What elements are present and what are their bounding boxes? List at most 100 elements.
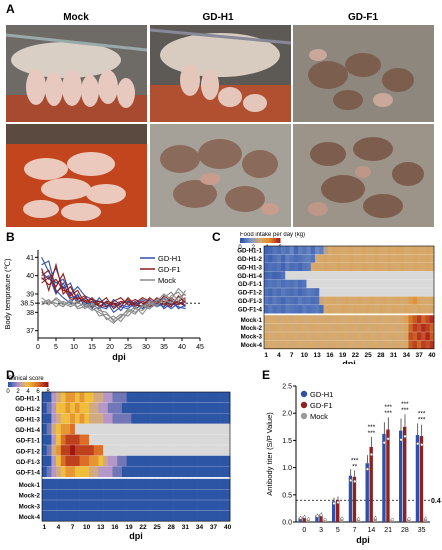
- heatmap-cell: [201, 500, 207, 511]
- colorbar-segment: [40, 382, 42, 387]
- heatmap-cell: [400, 271, 405, 280]
- heatmap-cell: [187, 455, 193, 467]
- heatmap-cell: [310, 271, 316, 280]
- bar-gd-f1: [369, 446, 373, 522]
- heatmap-cell: [70, 392, 76, 403]
- heatmap-cell: [215, 413, 221, 425]
- heatmap-cell: [187, 445, 193, 456]
- column-title-gd-h1: GD-H1: [202, 12, 234, 23]
- heatmap-cell: [298, 246, 303, 255]
- heatmap-cell: [178, 489, 184, 501]
- heatmap-cell: [89, 402, 94, 414]
- heatmap-cell: [136, 413, 141, 425]
- heatmap-cell: [136, 510, 141, 522]
- heatmap-cell: [268, 271, 273, 280]
- colorbar-tick: 0: [6, 389, 10, 395]
- heatmap-cell: [319, 246, 324, 255]
- heatmap-cell: [421, 296, 426, 306]
- heatmap-cell: [215, 392, 221, 403]
- heatmap-cell: [79, 489, 85, 501]
- heatmap-cell: [79, 455, 85, 467]
- heatmap-cell: [173, 413, 179, 425]
- heatmap-cell: [159, 392, 165, 403]
- heatmap-cell: [323, 304, 329, 314]
- heatmap-cell: [107, 500, 113, 511]
- heatmap-cell: [117, 466, 123, 478]
- heatmap-cell: [408, 262, 414, 272]
- heatmap-cell: [197, 423, 203, 435]
- heatmap-cell: [408, 323, 414, 333]
- heatmap-cell: [79, 392, 85, 403]
- series-line-gd-f1: [41, 272, 186, 308]
- heatmap-cell: [391, 340, 397, 350]
- heatmap-cell: [264, 254, 269, 264]
- significance-mark: ***: [384, 410, 392, 417]
- heatmap-cell: [276, 279, 282, 289]
- heatmap-cell: [74, 423, 80, 435]
- row-label: GD-F1-1: [16, 438, 41, 445]
- heatmap-cell: [74, 392, 80, 403]
- heatmap-cell: [276, 288, 282, 297]
- heatmap-cell: [168, 466, 174, 478]
- heatmap-cell: [353, 340, 358, 350]
- data-point: [382, 441, 386, 445]
- heatmap-cell: [225, 478, 231, 490]
- row-label: Mock-1: [19, 482, 41, 489]
- x-tick-label: 35: [160, 344, 168, 351]
- heatmap-cell: [310, 296, 316, 306]
- heatmap-cell: [84, 466, 90, 478]
- heatmap-cell: [272, 315, 278, 324]
- heatmap-cell: [89, 455, 94, 467]
- heatmap-cell: [378, 246, 384, 255]
- heatmap-cell: [220, 413, 226, 425]
- data-point: [390, 518, 394, 522]
- heatmap-cell: [187, 434, 193, 446]
- heatmap-cell: [289, 332, 295, 341]
- heatmap-cell: [289, 340, 295, 350]
- heatmap-cell: [412, 271, 418, 280]
- heatmap-cell: [178, 413, 184, 425]
- heatmap-cell: [93, 478, 99, 490]
- x-tick-label: 25: [124, 344, 132, 351]
- heatmap-cell: [70, 500, 76, 511]
- heatmap-cell: [112, 434, 118, 446]
- heatmap-cell: [197, 478, 203, 490]
- heatmap-cell: [103, 413, 109, 425]
- heatmap-cell: [192, 500, 198, 511]
- heatmap-cell: [302, 323, 307, 333]
- heatmap-cell: [46, 413, 52, 425]
- heatmap-cell: [340, 332, 346, 341]
- heatmap-cell: [370, 246, 375, 255]
- heatmap-cell: [103, 489, 109, 501]
- row-label: GD-F1-3: [16, 459, 41, 466]
- heatmap-cell: [154, 500, 160, 511]
- x-tick-label: 35: [418, 527, 426, 534]
- heatmap-cell: [276, 296, 282, 306]
- heatmap-cell: [327, 332, 333, 341]
- row-label: GD-H1-2: [237, 256, 262, 263]
- heatmap-cell: [378, 340, 384, 350]
- heatmap-cell: [136, 434, 141, 446]
- heatmap-cell: [344, 262, 350, 272]
- row-label: GD-F1-2: [16, 448, 41, 455]
- heatmap-cell: [215, 402, 221, 414]
- heatmap-cell: [340, 340, 346, 350]
- heatmap-cell: [154, 445, 160, 456]
- row-label: Mock-3: [19, 503, 41, 510]
- heatmap-cell: [42, 423, 47, 435]
- heatmap-cell: [117, 392, 123, 403]
- colorbar-tick: 0: [238, 245, 242, 251]
- heatmap-cell: [293, 296, 299, 306]
- heatmap-cell: [56, 413, 62, 425]
- heatmap-cell: [395, 304, 401, 314]
- heatmap-cell: [79, 478, 85, 490]
- heatmap-cell: [215, 455, 221, 467]
- heatmap-cell: [154, 455, 160, 467]
- heatmap-cell: [323, 296, 329, 306]
- heatmap-cell: [51, 500, 57, 511]
- heatmap-cell: [353, 246, 358, 255]
- colorbar-segment: [12, 382, 14, 387]
- heatmap-cell: [74, 413, 80, 425]
- heatmap-cell: [197, 402, 203, 414]
- heatmap-cell: [168, 500, 174, 511]
